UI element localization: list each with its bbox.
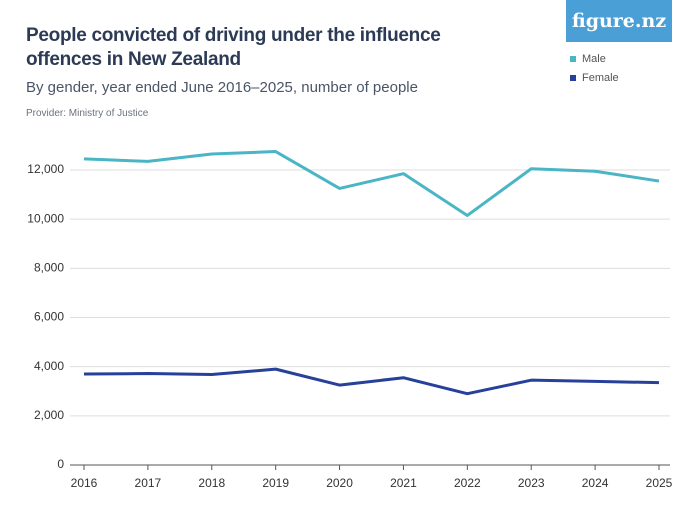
legend-swatch <box>570 56 576 62</box>
x-tick-label: 2020 <box>326 476 353 490</box>
x-tick-label: 2023 <box>518 476 545 490</box>
x-tick-label: 2022 <box>454 476 481 490</box>
logo[interactable]: figure.nz <box>566 0 672 42</box>
y-tick-label: 6,000 <box>34 310 64 324</box>
y-tick-label: 0 <box>57 457 64 471</box>
x-tick-label: 2019 <box>262 476 289 490</box>
legend-label: Male <box>582 53 606 65</box>
chart-subtitle: By gender, year ended June 2016–2025, nu… <box>26 79 418 96</box>
y-tick-label: 4,000 <box>34 359 64 373</box>
x-tick-label: 2016 <box>71 476 98 490</box>
series-line <box>83 367 660 396</box>
x-tick-label: 2017 <box>135 476 162 490</box>
y-tick-label: 10,000 <box>27 211 64 225</box>
x-tick-label: 2021 <box>390 476 417 490</box>
chart-title: People convicted of driving under the in… <box>26 25 441 70</box>
y-tick-label: 12,000 <box>27 162 64 176</box>
provider: Provider: Ministry of Justice <box>26 108 149 119</box>
y-tick-label: 8,000 <box>34 260 64 274</box>
legend-swatch <box>570 75 576 81</box>
legend-label: Female <box>582 72 619 84</box>
x-tick-label: 2024 <box>582 476 609 490</box>
series-line <box>83 150 660 217</box>
x-tick-label: 2025 <box>646 476 673 490</box>
x-tick-label: 2018 <box>198 476 225 490</box>
y-tick-label: 2,000 <box>34 408 64 422</box>
